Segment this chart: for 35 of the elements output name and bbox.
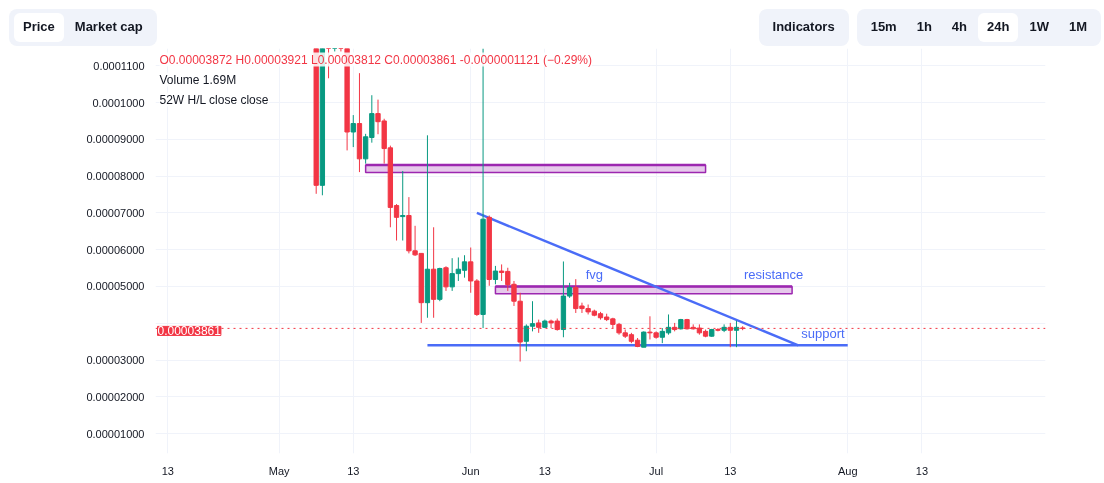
annotation: resistance [743, 267, 804, 283]
x-tick-label: Aug [837, 464, 858, 477]
y-tick-label: 0.00007000 [86, 206, 145, 219]
y-tick-label: 0.00009000 [86, 133, 145, 146]
text: 15m [869, 18, 898, 36]
x-tick-label: Jun [461, 464, 480, 477]
y-tick-label: 0.00003000 [86, 354, 145, 367]
x-tick-label: 13 [161, 464, 174, 477]
y-tick-label: 0.00001000 [86, 427, 145, 440]
text: Indicators [771, 18, 836, 36]
text: 1W [1028, 18, 1050, 36]
x-tick-label: 13 [915, 464, 929, 477]
x-tick-label: 13 [347, 464, 360, 477]
x-tick-label: Jul [649, 464, 664, 477]
y-tick-label: 0.00006000 [86, 243, 145, 256]
y-tick-label: 0.0001000 [92, 96, 145, 109]
text: Market cap [73, 18, 144, 36]
ref-line-label: 0.00003861 [157, 324, 222, 339]
y-tick-label: 0.0001100 [93, 59, 145, 72]
text: 4h [950, 18, 969, 36]
x-tick-label: 13 [724, 464, 737, 477]
x-tick-label: May [268, 464, 290, 477]
y-tick-label: 0.00005000 [86, 280, 145, 293]
text: 1h [915, 18, 933, 36]
annotation: fvg [585, 267, 603, 283]
text: Price [14, 13, 64, 42]
annotation: Volume 1.69M [159, 72, 237, 87]
text: 1M [1067, 18, 1088, 36]
y-tick-label: 0.00008000 [86, 170, 145, 183]
x-tick-label: 13 [538, 464, 552, 477]
annotation: O0.00003872 H0.00003921 L0.00003812 C0.00003861 -0.0000001121 (−0.29%) [159, 52, 592, 67]
annotation: 52W H/L close close [159, 92, 269, 107]
text: 24h [978, 13, 1019, 42]
y-tick-label: 0.00002000 [86, 390, 145, 403]
annotation: support [801, 326, 846, 342]
